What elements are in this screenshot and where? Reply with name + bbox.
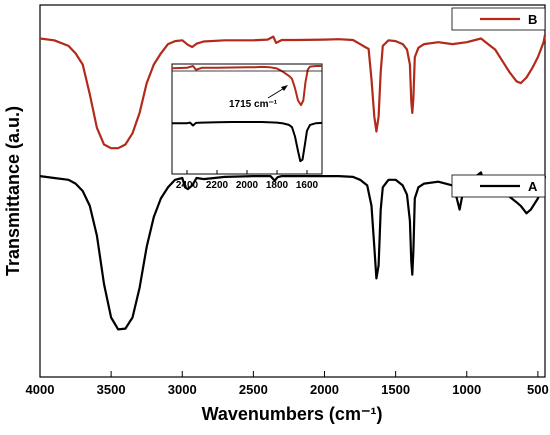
- annotation-arrow-head: [281, 85, 288, 91]
- legend-label-A: A: [528, 179, 538, 194]
- x-tick-label-500: 500: [527, 382, 549, 397]
- inset-frame: [171, 63, 323, 175]
- x-tick-label-4000: 4000: [26, 382, 55, 397]
- inset-series: [171, 65, 323, 163]
- legend-label-B: B: [528, 12, 537, 27]
- inset-x-tick-label-1600: 1600: [296, 180, 319, 191]
- main-series: [39, 34, 547, 331]
- x-tick-label-2000: 2000: [310, 382, 339, 397]
- inset-annotation: 1715 cm⁻¹: [229, 85, 288, 110]
- y-axis-title: Transmittance (a.u.): [3, 106, 23, 276]
- inset-series-line-B: [171, 65, 322, 107]
- x-tick-label-3500: 3500: [97, 382, 126, 397]
- inset-x-tick-label-2000: 2000: [236, 180, 259, 191]
- legend: BA: [451, 7, 546, 198]
- inset-series-line-A: [172, 121, 323, 163]
- inset-plot: 2400 2200 2000 1800 1600 1715 cm⁻¹: [171, 63, 323, 191]
- series-line-A: [39, 171, 547, 331]
- x-axis-ticks: 4000 3500 3000 2500 2000 1500 1000 500: [26, 371, 549, 397]
- x-tick-label-3000: 3000: [168, 382, 197, 397]
- x-tick-label-1000: 1000: [452, 382, 481, 397]
- x-tick-label-2500: 2500: [239, 382, 268, 397]
- inset-x-axis-ticks: 2400 2200 2000 1800 1600: [176, 170, 319, 191]
- inset-x-tick-label-1800: 1800: [266, 180, 289, 191]
- x-tick-label-1500: 1500: [381, 382, 410, 397]
- annotation-label: 1715 cm⁻¹: [229, 99, 278, 110]
- x-axis-title: Wavenumbers (cm⁻¹): [202, 404, 383, 424]
- series-line-B: [39, 34, 547, 150]
- inset-x-tick-label-2400: 2400: [176, 180, 199, 191]
- inset-x-tick-label-2200: 2200: [206, 180, 229, 191]
